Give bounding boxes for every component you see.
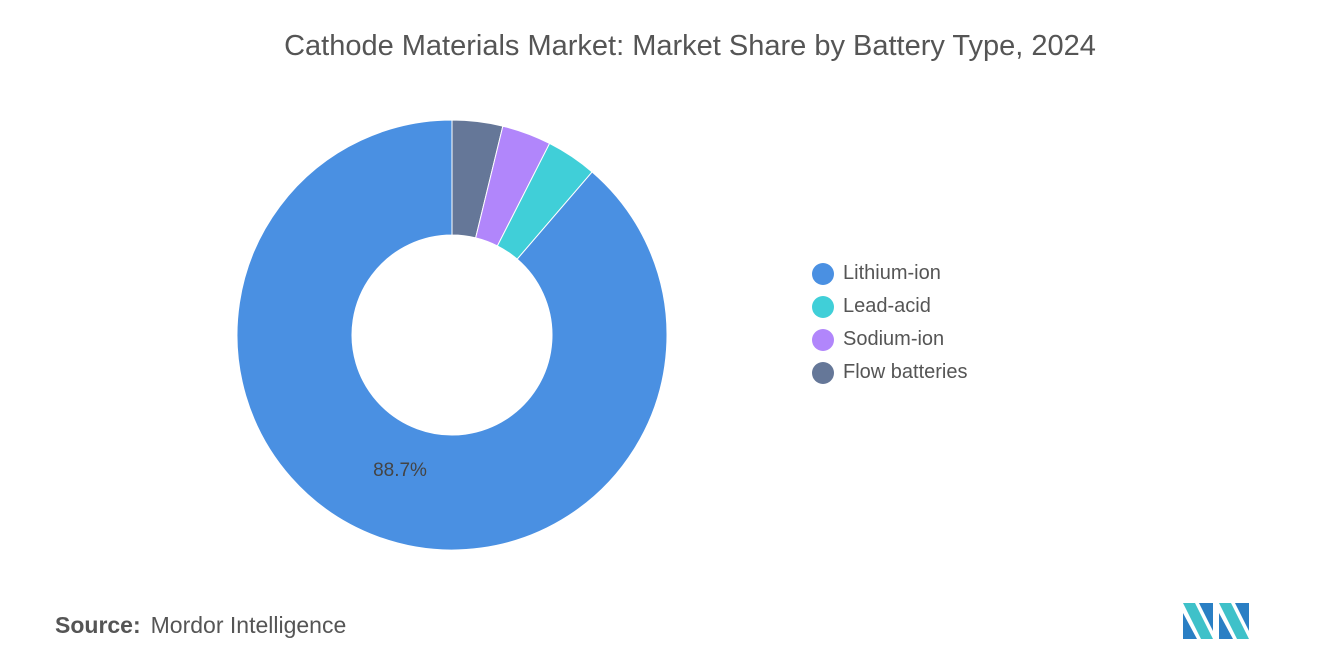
legend-label: Lithium-ion bbox=[843, 262, 941, 284]
legend-item: Flow batteries bbox=[812, 356, 968, 389]
legend: Lithium-ion Lead-acid Sodium-ion Flow ba… bbox=[812, 257, 968, 389]
slice-lithium-ion bbox=[236, 119, 668, 551]
legend-item: Sodium-ion bbox=[812, 323, 968, 356]
legend-swatch bbox=[812, 262, 834, 285]
source-note: Source: Mordor Intelligence bbox=[55, 612, 346, 639]
legend-swatch bbox=[812, 328, 834, 351]
legend-label: Sodium-ion bbox=[843, 328, 945, 350]
mordor-intelligence-logo bbox=[1183, 603, 1249, 639]
legend-label: Lead-acid bbox=[843, 295, 931, 317]
legend-item: Lithium-ion bbox=[812, 257, 968, 290]
slice-data-label: 88.7% bbox=[373, 460, 427, 481]
source-value: Mordor Intelligence bbox=[150, 612, 347, 638]
source-label: Source: bbox=[55, 612, 141, 638]
chart-title: Cathode Materials Market: Market Share b… bbox=[284, 30, 1096, 62]
legend-swatch bbox=[812, 295, 834, 318]
legend-item: Lead-acid bbox=[812, 290, 968, 323]
legend-swatch bbox=[812, 361, 834, 384]
legend-label: Flow batteries bbox=[843, 361, 968, 383]
